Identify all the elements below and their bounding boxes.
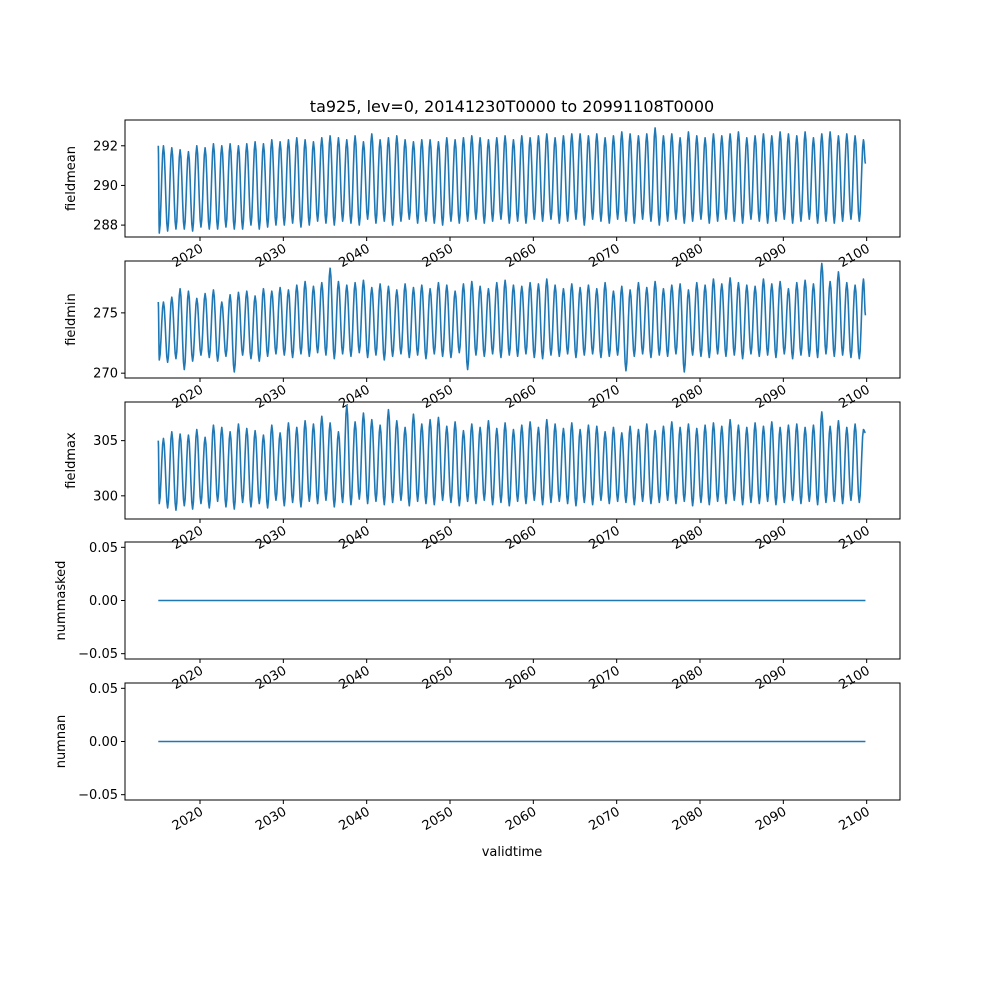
y-axis-label-fieldmax: fieldmax — [64, 432, 79, 489]
x-tick-label: 2050 — [420, 382, 456, 412]
x-tick-label: 2100 — [837, 241, 873, 271]
axes-frame-fieldmin — [124, 260, 901, 379]
panel-nummasked: −0.05 0.00 0.05 2020 2030 2040 2050 2060 2070 208… — [54, 541, 901, 693]
x-tick-label: 2090 — [753, 241, 789, 271]
panel-fieldmean: 288 290 292 2020 2030 2040 2050 2060 2070 2080 209… — [64, 119, 901, 271]
y-tick-label: 305 — [93, 434, 118, 449]
x-tick-label: 2090 — [753, 382, 789, 412]
panel-numnan: −0.05 0.00 0.05 2020 2030 2040 2050 2060 2070 208… — [54, 682, 901, 834]
x-tick-label: 2070 — [587, 663, 623, 693]
x-tick-label: 2080 — [670, 804, 706, 834]
panel-fieldmax: 300 305 2020 2030 2040 2050 2060 2070 2080 2090 21… — [64, 401, 901, 553]
x-tick-label: 2030 — [253, 804, 289, 834]
x-tick-label: 2060 — [503, 804, 539, 834]
y-tick-label: 290 — [93, 179, 118, 194]
x-tick-label: 2040 — [337, 382, 373, 412]
series-line-fieldmin — [157, 262, 867, 373]
x-tick-label: 2020 — [170, 523, 206, 553]
y-tick-label: 288 — [93, 219, 118, 234]
y-axis-label-numnan: numnan — [54, 715, 69, 769]
x-tick-label: 2060 — [503, 663, 539, 693]
axes-frame-fieldmean — [124, 119, 901, 238]
series-line-fieldmean — [157, 127, 867, 234]
x-tick-label: 2020 — [170, 804, 206, 834]
x-tick-label: 2090 — [753, 663, 789, 693]
x-tick-label: 2100 — [837, 523, 873, 553]
y-tick-label: 0.00 — [89, 735, 118, 750]
x-tick-label: 2100 — [837, 382, 873, 412]
x-tick-label: 2070 — [587, 523, 623, 553]
x-tick-label: 2030 — [253, 523, 289, 553]
x-tick-label: 2080 — [670, 663, 706, 693]
y-tick-label: 275 — [93, 306, 118, 321]
x-tick-label: 2040 — [337, 523, 373, 553]
x-tick-label: 2070 — [587, 804, 623, 834]
x-tick-label: 2080 — [670, 241, 706, 271]
y-tick-label: 0.05 — [89, 541, 118, 556]
x-axis-label: validtime — [482, 845, 543, 860]
y-tick-label: 270 — [93, 367, 118, 382]
x-tick-label: 2020 — [170, 382, 206, 412]
panel-fieldmin: 270 275 2020 2030 2040 2050 2060 2070 2080 2090 21… — [64, 260, 901, 412]
x-tick-label: 2040 — [337, 804, 373, 834]
x-tick-label: 2050 — [420, 523, 456, 553]
x-tick-label: 2100 — [837, 804, 873, 834]
x-tick-label: 2100 — [837, 663, 873, 693]
x-tick-label: 2090 — [753, 523, 789, 553]
x-tick-label: 2070 — [587, 241, 623, 271]
figure-title: ta925, lev=0, 20141230T0000 to 20991108T… — [310, 97, 714, 116]
x-tick-label: 2040 — [337, 663, 373, 693]
y-axis-label-nummasked: nummasked — [54, 561, 69, 641]
x-tick-label: 2080 — [670, 523, 706, 553]
x-tick-label: 2030 — [253, 663, 289, 693]
y-tick-label: 300 — [93, 489, 118, 504]
y-axis-label-fieldmean: fieldmean — [64, 146, 79, 211]
x-tick-label: 2030 — [253, 382, 289, 412]
x-tick-label: 2070 — [587, 382, 623, 412]
x-tick-label: 2050 — [420, 663, 456, 693]
y-tick-label: 0.00 — [89, 594, 118, 609]
x-tick-label: 2050 — [420, 241, 456, 271]
x-tick-label: 2020 — [170, 241, 206, 271]
series-line-fieldmax — [157, 404, 866, 511]
x-tick-label: 2020 — [170, 663, 206, 693]
x-tick-label: 2060 — [503, 523, 539, 553]
y-tick-label: 292 — [93, 139, 118, 154]
x-tick-label: 2080 — [670, 382, 706, 412]
x-tick-label: 2050 — [420, 804, 456, 834]
y-axis-label-fieldmin: fieldmin — [64, 293, 79, 346]
x-tick-label: 2060 — [503, 241, 539, 271]
x-tick-label: 2040 — [337, 241, 373, 271]
y-tick-label: −0.05 — [78, 788, 118, 803]
x-tick-label: 2030 — [253, 241, 289, 271]
y-tick-label: 0.05 — [89, 682, 118, 697]
y-tick-label: −0.05 — [78, 647, 118, 662]
x-tick-label: 2090 — [753, 804, 789, 834]
x-tick-label: 2060 — [503, 382, 539, 412]
axes-frame-fieldmax — [124, 401, 901, 520]
